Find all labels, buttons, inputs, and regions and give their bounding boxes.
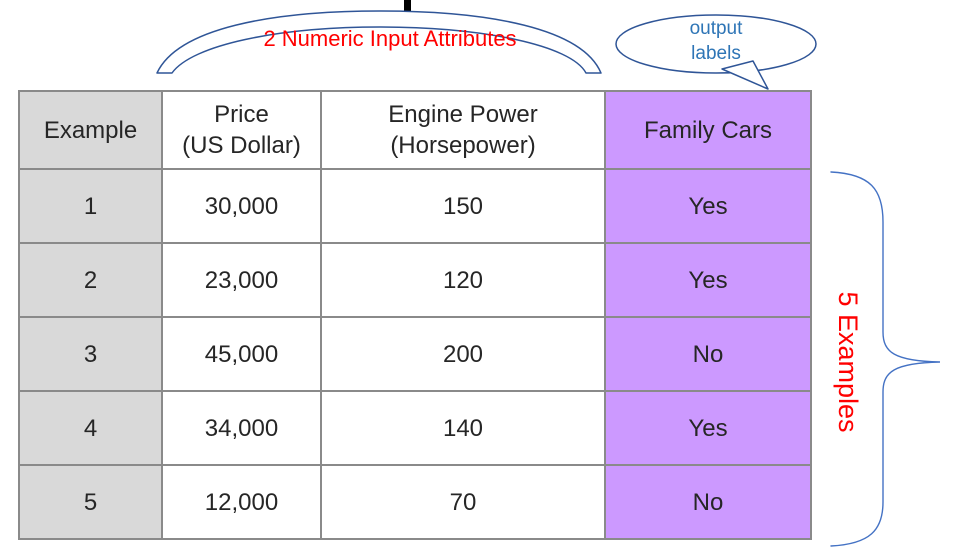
cell-label: No xyxy=(604,316,812,392)
header-price: Price (US Dollar) xyxy=(161,90,322,170)
callout-text-line1: output xyxy=(689,18,743,39)
table-row: 2 23,000 120 Yes xyxy=(18,242,812,318)
cell-price: 34,000 xyxy=(161,390,322,466)
header-example-title: Example xyxy=(43,116,138,144)
cell-price: 45,000 xyxy=(161,316,322,392)
cell-label: No xyxy=(604,464,812,540)
output-labels-callout-text: output labels xyxy=(616,16,816,66)
cell-label: Yes xyxy=(604,168,812,244)
header-example: Example xyxy=(18,90,163,170)
cell-power: 140 xyxy=(320,390,606,466)
cell-example: 4 xyxy=(18,390,163,466)
cell-example: 1 xyxy=(18,168,163,244)
table-row: 5 12,000 70 No xyxy=(18,464,812,540)
cell-price: 30,000 xyxy=(161,168,322,244)
table-row: 3 45,000 200 No xyxy=(18,316,812,392)
cell-power: 70 xyxy=(320,464,606,540)
cell-label: Yes xyxy=(604,390,812,466)
header-engine-power: Engine Power (Horsepower) xyxy=(320,90,606,170)
cropped-title-fragment xyxy=(404,0,411,12)
cell-example: 5 xyxy=(18,464,163,540)
callout-text-line2: labels xyxy=(691,43,741,64)
input-attributes-label: 2 Numeric Input Attributes xyxy=(263,26,517,51)
header-family-cars-title: Family Cars xyxy=(643,116,772,144)
cell-example: 2 xyxy=(18,242,163,318)
cell-example: 3 xyxy=(18,316,163,392)
header-family-cars: Family Cars xyxy=(604,90,812,170)
cell-power: 200 xyxy=(320,316,606,392)
table-header-row: Example Price (US Dollar) Engine Power (… xyxy=(18,90,812,170)
dataset-table: Example Price (US Dollar) Engine Power (… xyxy=(18,90,812,540)
header-engine-power-subtitle: (Horsepower) xyxy=(390,132,536,159)
cell-label: Yes xyxy=(604,242,812,318)
table-row: 4 34,000 140 Yes xyxy=(18,390,812,466)
header-engine-power-title: Engine Power xyxy=(388,101,538,128)
cell-price: 23,000 xyxy=(161,242,322,318)
cell-power: 120 xyxy=(320,242,606,318)
examples-count-label: 5 Examples xyxy=(833,291,863,433)
cell-price: 12,000 xyxy=(161,464,322,540)
table-row: 1 30,000 150 Yes xyxy=(18,168,812,244)
header-price-subtitle: (US Dollar) xyxy=(182,132,301,159)
header-price-title: Price xyxy=(214,101,269,128)
cell-power: 150 xyxy=(320,168,606,244)
